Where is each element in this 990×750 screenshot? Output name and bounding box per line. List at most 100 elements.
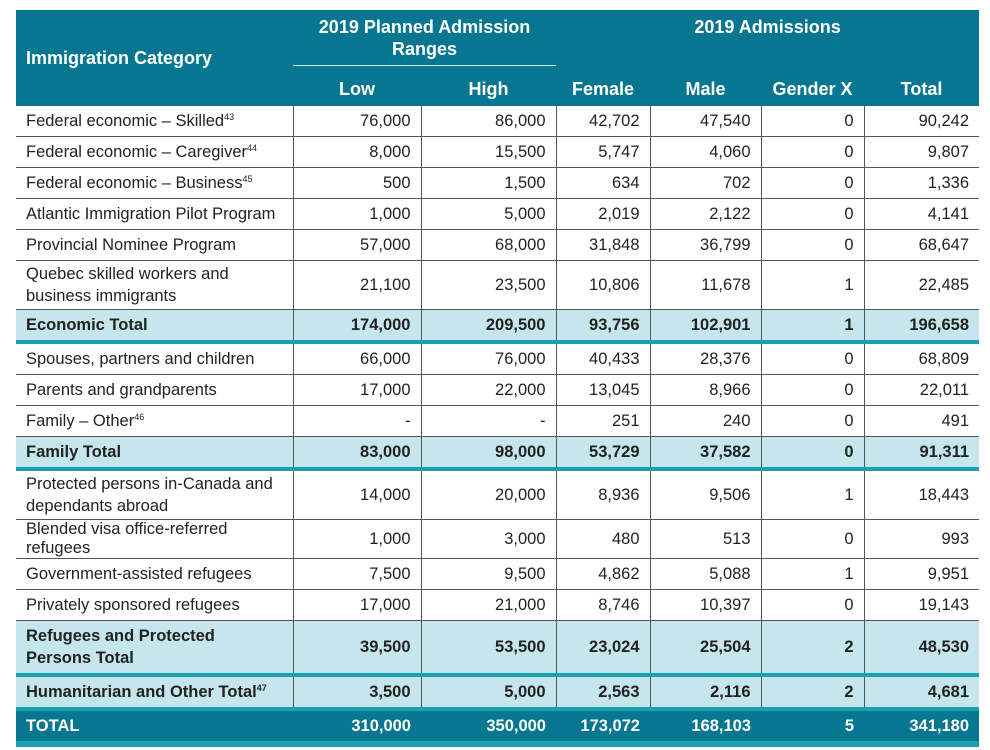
header-female: Female <box>556 71 650 106</box>
footnote-marker: 47 <box>256 682 267 693</box>
table-row: Federal economic – Business45 500 1,500 634… <box>16 167 980 199</box>
total-cell: 1,336 <box>863 167 980 199</box>
category-cell: Spouses, partners and children <box>16 342 294 375</box>
gender-x-cell: 1 <box>760 309 865 344</box>
female-cell: 93,756 <box>555 309 651 344</box>
total-cell: 22,485 <box>863 260 980 310</box>
total-cell: 22,011 <box>863 374 980 406</box>
table-row: Blended visa office-referred refugees 1,0… <box>16 519 980 559</box>
high-cell: 209,500 <box>420 309 557 344</box>
subtotal-row: Family Total 83,000 98,000 53,729 37,582 0 91,… <box>16 436 980 471</box>
high-cell: 5,000 <box>420 198 557 230</box>
female-cell: 8,936 <box>555 469 651 520</box>
category-label: Family Total <box>26 442 122 461</box>
immigration-admissions-table: Immigration Category 2019 Planned Admiss… <box>16 10 980 747</box>
low-cell: 7,500 <box>292 558 422 590</box>
table-row: Atlantic Immigration Pilot Program 1,000 5… <box>16 198 980 230</box>
female-cell: 10,806 <box>555 260 651 310</box>
high-cell: 98,000 <box>420 436 557 471</box>
total-cell: 68,809 <box>863 342 980 375</box>
male-cell: 702 <box>649 167 762 199</box>
category-label: Atlantic Immigration Pilot Program <box>26 204 276 223</box>
table-row: Federal economic – Skilled43 76,000 86,000… <box>16 106 980 137</box>
gender-x-cell: 1 <box>760 469 865 520</box>
category-label: Federal economic – Skilled <box>26 111 225 130</box>
gender-x-cell: 1 <box>760 558 865 590</box>
low-cell: 17,000 <box>292 589 422 621</box>
category-cell: Blended visa office-referred refugees <box>16 519 294 559</box>
total-cell: 48,530 <box>863 620 980 677</box>
total-cell: 491 <box>863 405 980 437</box>
male-cell: 2,116 <box>649 675 762 711</box>
category-cell: Humanitarian and Other Total47 <box>16 675 294 711</box>
high-cell: 15,500 <box>420 136 557 168</box>
low-cell: 66,000 <box>292 342 422 375</box>
header-group-planned: 2019 Planned Admission Ranges <box>293 10 556 71</box>
gender-x-cell: 1 <box>760 260 865 310</box>
table-row: Protected persons in-Canada and dependan… <box>16 469 980 520</box>
header-planned-label: 2019 Planned Admission Ranges <box>293 16 556 66</box>
female-cell: 13,045 <box>555 374 651 406</box>
category-label: Government-assisted refugees <box>26 564 252 583</box>
gender-x-cell: 0 <box>760 405 865 437</box>
category-label: Provincial Nominee Program <box>26 235 236 254</box>
female-cell: 8,746 <box>555 589 651 621</box>
header-low: Low <box>293 71 421 106</box>
category-cell: Protected persons in-Canada and dependan… <box>16 469 294 520</box>
category-cell: Government-assisted refugees <box>16 558 294 590</box>
low-cell: 21,100 <box>292 260 422 310</box>
gender-x-cell: 0 <box>760 342 865 375</box>
female-cell: 2,563 <box>555 675 651 711</box>
total-cell: 9,807 <box>863 136 980 168</box>
low-cell: 1,000 <box>292 198 422 230</box>
category-label: Blended visa office-referred refugees <box>26 520 228 557</box>
female-cell: 4,862 <box>555 558 651 590</box>
low-cell: 3,500 <box>292 675 422 711</box>
gender-x-cell: 0 <box>760 519 865 559</box>
category-cell: Quebec skilled workers and business immi… <box>16 260 294 310</box>
total-cell: 196,658 <box>863 309 980 344</box>
footnote-marker: 45 <box>242 173 253 184</box>
low-cell: 8,000 <box>292 136 422 168</box>
table-row: Quebec skilled workers and business immi… <box>16 260 980 310</box>
high-cell: - <box>420 405 557 437</box>
male-cell: 47,540 <box>649 106 762 137</box>
category-cell: Federal economic – Caregiver44 <box>16 136 294 168</box>
female-cell: 40,433 <box>555 342 651 375</box>
footnote-marker: 44 <box>247 142 258 153</box>
gender-x-cell: 0 <box>760 229 865 261</box>
total-cell: 4,141 <box>863 198 980 230</box>
female-cell: 23,024 <box>555 620 651 677</box>
category-cell: Refugees and Protected Persons Total <box>16 620 294 677</box>
footnote-marker: 43 <box>224 111 235 122</box>
category-cell: Privately sponsored refugees <box>16 589 294 621</box>
category-label: Protected persons in-Canada and dependan… <box>26 475 273 515</box>
male-cell: 8,966 <box>649 374 762 406</box>
category-label: Economic Total <box>26 315 148 334</box>
low-cell: 39,500 <box>292 620 422 677</box>
high-cell: 53,500 <box>420 620 557 677</box>
category-cell: Economic Total <box>16 309 294 344</box>
female-cell: 173,072 <box>556 709 650 747</box>
total-cell: 993 <box>863 519 980 559</box>
low-cell: 310,000 <box>293 709 421 747</box>
high-cell: 76,000 <box>420 342 557 375</box>
category-cell: Parents and grandparents <box>16 374 294 406</box>
category-cell: Federal economic – Business45 <box>16 167 294 199</box>
category-label: Humanitarian and Other Total <box>26 682 257 701</box>
header-group-admissions: 2019 Admissions <box>556 10 980 71</box>
header-gender-x: Gender X <box>761 71 864 106</box>
category-cell: TOTAL <box>16 709 293 747</box>
header-male: Male <box>650 71 761 106</box>
category-label: Federal economic – Caregiver <box>26 142 248 161</box>
category-cell: Atlantic Immigration Pilot Program <box>16 198 294 230</box>
gender-x-cell: 2 <box>760 620 865 677</box>
female-cell: 2,019 <box>555 198 651 230</box>
female-cell: 5,747 <box>555 136 651 168</box>
total-cell: 19,143 <box>863 589 980 621</box>
high-cell: 9,500 <box>420 558 557 590</box>
table-row: Government-assisted refugees 7,500 9,500 4,… <box>16 558 980 590</box>
subtotal-row: Refugees and Protected Persons Total 39,5… <box>16 620 980 677</box>
total-cell: 4,681 <box>863 675 980 711</box>
gender-x-cell: 2 <box>760 675 865 711</box>
